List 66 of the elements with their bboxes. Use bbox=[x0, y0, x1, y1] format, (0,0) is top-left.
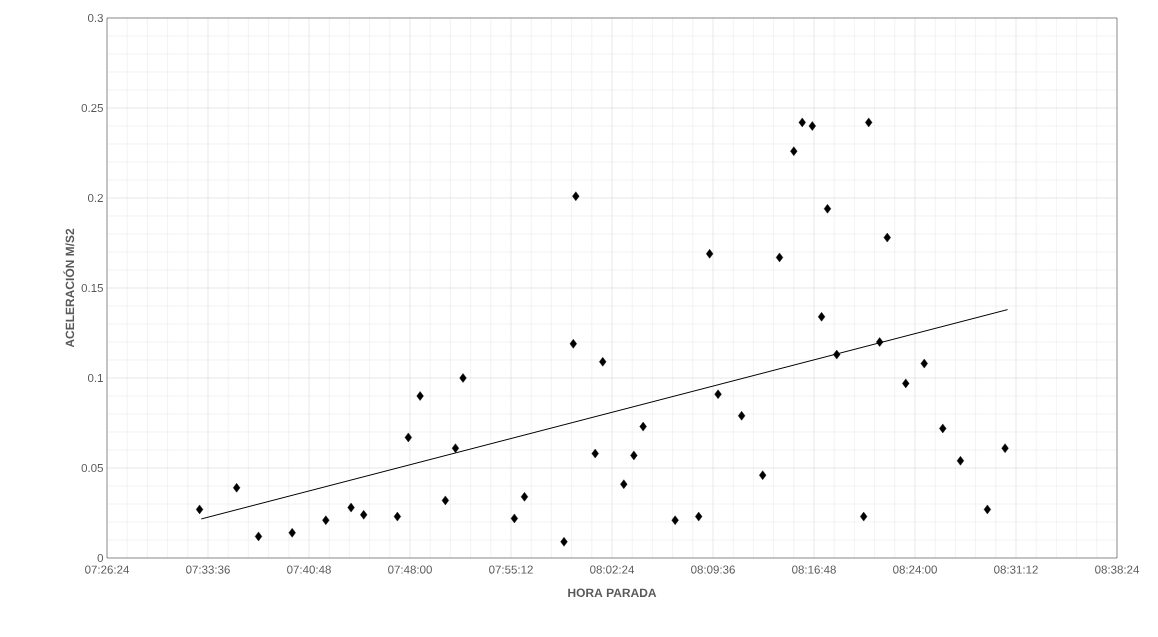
x-tick-label: 08:09:36 bbox=[691, 565, 735, 574]
point bbox=[288, 528, 296, 538]
x-tick-label: 07:48:00 bbox=[388, 565, 432, 574]
point bbox=[630, 450, 638, 461]
point bbox=[883, 232, 891, 243]
y-tick-label: 0.15 bbox=[81, 283, 103, 293]
point bbox=[860, 511, 868, 522]
point bbox=[714, 389, 722, 399]
point bbox=[808, 121, 816, 131]
point bbox=[510, 513, 518, 524]
y-tick-label: 0.1 bbox=[87, 373, 103, 383]
x-tick-label: 08:02:24 bbox=[590, 565, 635, 574]
x-tick-label: 08:31:12 bbox=[994, 565, 1038, 574]
point bbox=[671, 515, 679, 525]
point bbox=[441, 495, 449, 506]
x-tick-label: 08:24:00 bbox=[893, 565, 937, 574]
x-tick-label: 07:33:36 bbox=[186, 565, 230, 574]
point bbox=[823, 204, 832, 214]
point bbox=[639, 421, 647, 432]
x-tick-label: 07:55:12 bbox=[489, 565, 533, 574]
y-tick-label: 0.05 bbox=[81, 463, 103, 473]
point bbox=[876, 337, 884, 347]
point bbox=[233, 483, 241, 493]
point bbox=[591, 448, 599, 459]
x-tick-label: 07:40:48 bbox=[287, 565, 331, 574]
point bbox=[572, 191, 580, 201]
y-tick-label: 0 bbox=[97, 553, 104, 563]
x-axis-title: HORA PARADA bbox=[568, 588, 657, 598]
y-tick-label: 0.3 bbox=[87, 13, 103, 23]
point bbox=[706, 249, 714, 259]
point bbox=[569, 339, 577, 349]
point bbox=[404, 432, 412, 443]
point bbox=[798, 117, 806, 128]
point bbox=[902, 378, 910, 389]
point bbox=[459, 373, 467, 383]
y-tick-label: 0.25 bbox=[81, 103, 103, 113]
point bbox=[393, 511, 401, 522]
point bbox=[347, 502, 355, 513]
point bbox=[695, 511, 703, 522]
point bbox=[833, 349, 841, 360]
point bbox=[956, 456, 965, 466]
point bbox=[254, 531, 263, 542]
point bbox=[560, 537, 568, 547]
point bbox=[920, 358, 928, 369]
point bbox=[451, 443, 460, 453]
y-axis-title: ACELERACIÓN M/S2 bbox=[63, 228, 75, 348]
point bbox=[818, 312, 826, 322]
x-tick-label: 08:38:24 bbox=[1095, 565, 1140, 574]
point bbox=[1001, 443, 1009, 453]
point bbox=[738, 411, 746, 421]
x-tick-label: 08:16:48 bbox=[792, 565, 836, 574]
point bbox=[865, 117, 873, 128]
point bbox=[790, 146, 798, 156]
point bbox=[599, 357, 607, 367]
point bbox=[620, 479, 628, 489]
point bbox=[322, 515, 330, 525]
point bbox=[196, 504, 204, 515]
point bbox=[520, 492, 529, 502]
point bbox=[939, 423, 947, 434]
point bbox=[360, 510, 368, 520]
x-tick-label: 07:26:24 bbox=[85, 565, 130, 574]
y-tick-label: 0.2 bbox=[87, 193, 103, 203]
point bbox=[416, 391, 424, 401]
point bbox=[775, 252, 784, 263]
point bbox=[983, 504, 991, 515]
point bbox=[759, 470, 767, 480]
